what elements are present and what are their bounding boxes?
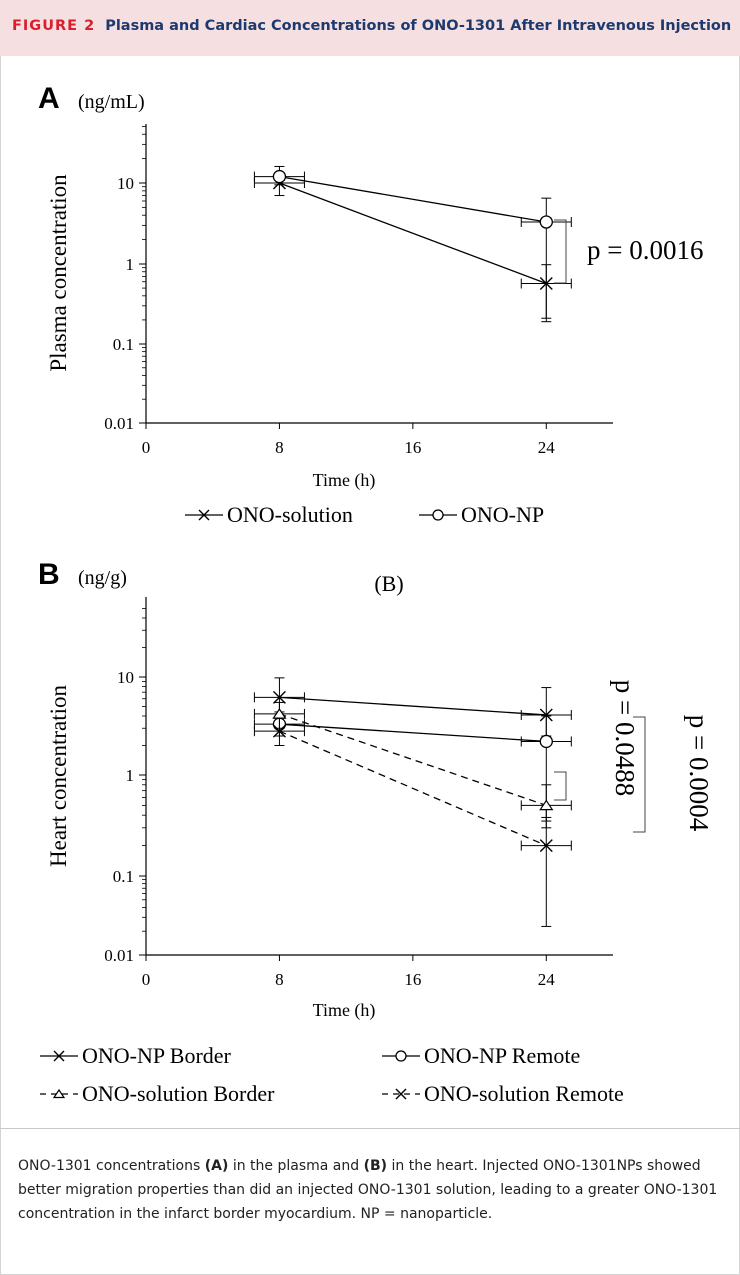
panel-b-series-4-point xyxy=(539,839,553,853)
panel-b-series-2-point xyxy=(539,734,553,749)
panel-a-series-2-legend-label: ONO-NP xyxy=(461,502,544,527)
panel-b-annotation-1-bracket xyxy=(554,771,567,801)
panel-a-y-tick-label: 10 xyxy=(117,174,134,193)
panel-b-y-tick-label: 10 xyxy=(117,668,134,687)
panel-b-title: (B) xyxy=(374,571,403,596)
panel-a-series-2-point xyxy=(272,169,287,184)
panel-a-annotation-1-label: p = 0.0016 xyxy=(587,235,703,265)
panel-b-letter: B xyxy=(38,558,60,591)
caption-divider xyxy=(0,1128,740,1129)
panel-b-y-axis-label: Heart concentration xyxy=(46,685,71,867)
panel-a-y-tick-label: 0.1 xyxy=(113,335,134,354)
panel-a-y-tick-label: 0.01 xyxy=(104,414,134,433)
panel-b-x-tick-label: 0 xyxy=(142,970,151,989)
panel-b-series-3-legend-marker xyxy=(52,1088,66,1099)
panel-a-y-tick-label: 1 xyxy=(126,255,135,274)
panel-b-annotation-2-bracket xyxy=(633,716,646,833)
panel-b-y-tick-label: 0.1 xyxy=(113,867,134,886)
panel-a-letter: A xyxy=(38,82,60,115)
panel-b-x-axis-label: Time (h) xyxy=(313,1000,376,1021)
panel-b-annotation-2-label: p = 0.0004 xyxy=(684,715,714,832)
caption-bold-b: (B) xyxy=(363,1158,388,1174)
panel-b-series-4-line xyxy=(279,730,547,847)
panel-b-series-2-line xyxy=(279,723,547,743)
panel-b-series-1-point xyxy=(539,708,553,722)
panel-b-x-tick-label: 16 xyxy=(404,970,421,989)
figure-label: FIGURE 2 xyxy=(12,18,96,34)
panel-b-x-tick-label: 24 xyxy=(538,970,556,989)
figure-title: Plasma and Cardiac Concentrations of ONO… xyxy=(105,18,732,34)
panel-b-series-2-legend-label: ONO-NP Remote xyxy=(424,1043,580,1068)
panel-a-series-2-line xyxy=(279,175,547,223)
caption-text-1: ONO-1301 concentrations xyxy=(18,1158,205,1174)
panel-b-series-1-line xyxy=(279,696,547,716)
panel-b-series-3-point xyxy=(539,799,554,811)
panel-b-x-tick-label: 8 xyxy=(275,970,284,989)
panel-a-series-2-point xyxy=(539,215,553,229)
panel-b-series-3-line xyxy=(279,713,547,807)
caption-text-2: in the plasma and xyxy=(228,1158,364,1174)
figure-header: FIGURE 2 Plasma and Cardiac Concentration… xyxy=(0,0,740,56)
panel-a-x-tick-label: 24 xyxy=(538,438,556,457)
caption-text-3: in the heart. Injected ONO-1301NPs showe… xyxy=(18,1158,718,1222)
panel-a-series-2-legend-marker xyxy=(432,509,444,521)
panel-b-annotation-1-label: p = 0.0488 xyxy=(610,680,640,796)
panel-a-x-tick-label: 8 xyxy=(275,438,284,457)
panel-a-annotation-1-bracket xyxy=(554,219,567,284)
panel-a-x-tick-label: 16 xyxy=(404,438,421,457)
panel-b-series-4-legend-marker xyxy=(395,1088,407,1100)
panel-b-series-1-legend-marker xyxy=(53,1050,65,1062)
panel-b-unit-label: (ng/g) xyxy=(78,567,127,589)
panel-a-y-axis-label: Plasma concentration xyxy=(46,174,71,372)
panel-a-x-tick-label: 0 xyxy=(142,438,151,457)
panel-a-unit-label: (ng/mL) xyxy=(78,91,145,113)
panel-b-series-4-point xyxy=(272,724,286,738)
panel-a-x-axis-label: Time (h) xyxy=(313,470,376,491)
panel-b-series-3-legend-label: ONO-solution Border xyxy=(82,1081,275,1106)
panel-b-y-tick-label: 1 xyxy=(126,766,135,785)
caption-bold-a: (A) xyxy=(204,1158,229,1174)
figure-heading: FIGURE 2 Plasma and Cardiac Concentration… xyxy=(12,18,731,34)
figure-caption: ONO-1301 concentrations (A) in the plasm… xyxy=(18,1154,724,1226)
panel-b-y-tick-label: 0.01 xyxy=(104,946,134,965)
panel-b-series-4-legend-label: ONO-solution Remote xyxy=(424,1081,624,1106)
panel-b-series-1-point xyxy=(272,690,286,704)
panel-a-series-1-legend-marker xyxy=(198,509,210,521)
panel-b-series-1-legend-label: ONO-NP Border xyxy=(82,1043,232,1068)
panel-a-series-1-line xyxy=(279,182,547,285)
panel-a-series-1-legend-label: ONO-solution xyxy=(227,502,353,527)
panel-b-series-2-legend-marker xyxy=(395,1050,407,1062)
